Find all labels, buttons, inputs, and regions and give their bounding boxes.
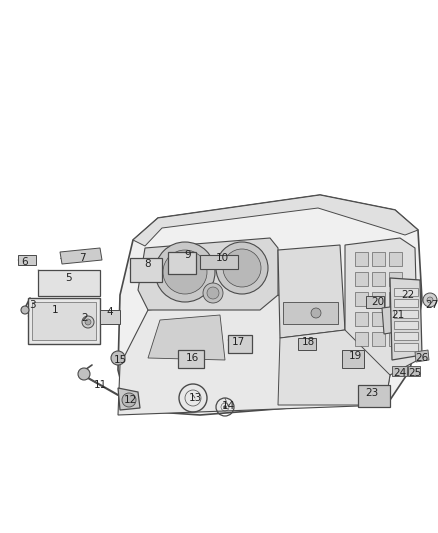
Bar <box>389 292 402 306</box>
Bar <box>394 332 418 340</box>
Bar <box>372 272 385 286</box>
Bar <box>355 252 368 266</box>
Text: 1: 1 <box>52 305 58 315</box>
Polygon shape <box>278 330 390 405</box>
Bar <box>130 258 162 282</box>
Text: 26: 26 <box>415 353 429 363</box>
Polygon shape <box>390 278 422 360</box>
Text: 20: 20 <box>371 297 385 307</box>
Bar <box>394 310 418 318</box>
Polygon shape <box>345 238 418 375</box>
Bar <box>18 255 36 265</box>
Bar <box>355 272 368 286</box>
Text: 23: 23 <box>365 388 378 398</box>
Text: 10: 10 <box>215 253 229 263</box>
Bar <box>389 332 402 346</box>
Bar <box>355 292 368 306</box>
Text: 18: 18 <box>301 337 314 347</box>
Text: 6: 6 <box>22 257 28 267</box>
Bar <box>32 302 96 340</box>
Text: 3: 3 <box>28 300 35 310</box>
Polygon shape <box>133 195 418 246</box>
Text: 17: 17 <box>231 337 245 347</box>
Circle shape <box>207 287 219 299</box>
Circle shape <box>203 283 223 303</box>
Text: 8: 8 <box>145 259 151 269</box>
Text: 21: 21 <box>392 310 405 320</box>
Text: 13: 13 <box>188 393 201 403</box>
Polygon shape <box>138 238 278 310</box>
Text: 9: 9 <box>185 250 191 260</box>
Bar <box>298 338 316 350</box>
Circle shape <box>163 250 207 294</box>
Text: 4: 4 <box>107 307 113 317</box>
Bar <box>372 252 385 266</box>
Polygon shape <box>118 388 140 410</box>
Circle shape <box>216 242 268 294</box>
Polygon shape <box>60 248 102 264</box>
Bar <box>283 302 338 324</box>
Text: 5: 5 <box>65 273 71 283</box>
Bar <box>342 350 364 368</box>
Text: 15: 15 <box>113 355 127 365</box>
Bar <box>389 272 402 286</box>
Circle shape <box>82 316 94 328</box>
Text: 22: 22 <box>401 290 415 300</box>
Bar <box>168 252 196 274</box>
Text: 14: 14 <box>221 401 235 411</box>
Circle shape <box>427 297 433 303</box>
Bar <box>372 292 385 306</box>
Bar <box>178 350 204 368</box>
Circle shape <box>111 351 125 365</box>
Bar <box>366 296 384 308</box>
Text: 24: 24 <box>393 368 406 378</box>
Polygon shape <box>118 295 390 415</box>
Circle shape <box>21 306 29 314</box>
Text: 7: 7 <box>79 253 85 263</box>
Bar <box>392 366 407 376</box>
Bar <box>408 366 420 376</box>
Bar <box>38 270 100 296</box>
Bar <box>355 312 368 326</box>
Text: 27: 27 <box>425 300 438 310</box>
Text: 19: 19 <box>348 351 362 361</box>
Bar <box>389 252 402 266</box>
Text: 16: 16 <box>185 353 198 363</box>
Text: 11: 11 <box>93 380 106 390</box>
Bar <box>389 312 402 326</box>
Circle shape <box>423 293 437 307</box>
Bar <box>228 335 252 353</box>
Text: 2: 2 <box>82 313 88 323</box>
Bar <box>394 288 418 296</box>
Bar <box>394 343 418 351</box>
Bar <box>394 321 418 329</box>
Polygon shape <box>118 195 422 415</box>
Bar <box>372 332 385 346</box>
Text: 25: 25 <box>408 368 422 378</box>
Circle shape <box>223 249 261 287</box>
Polygon shape <box>382 305 408 334</box>
Polygon shape <box>148 315 225 360</box>
Circle shape <box>122 393 136 407</box>
Circle shape <box>311 308 321 318</box>
Bar <box>28 298 100 344</box>
Circle shape <box>223 406 226 408</box>
Circle shape <box>155 242 215 302</box>
Bar <box>358 385 390 407</box>
Bar <box>394 299 418 307</box>
Polygon shape <box>415 350 429 362</box>
Circle shape <box>85 319 91 325</box>
Bar <box>372 312 385 326</box>
Bar <box>355 332 368 346</box>
Bar <box>200 255 238 269</box>
Bar <box>100 310 120 324</box>
Polygon shape <box>278 245 345 338</box>
Circle shape <box>78 368 90 380</box>
Text: 12: 12 <box>124 395 137 405</box>
